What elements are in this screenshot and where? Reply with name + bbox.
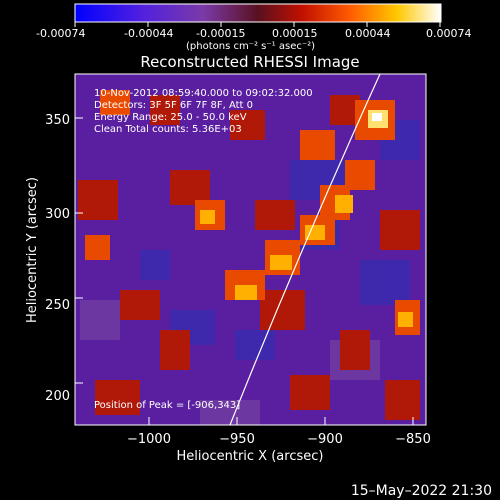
info-line-time: 10-Nov-2012 08:59:40.000 to 09:02:32.000	[94, 88, 313, 99]
colorbar: -0.00074 -0.00044 -0.00015 0.00015 0.000…	[36, 3, 472, 52]
y-axis-title: Heliocentric Y (arcsec)	[25, 177, 40, 323]
plot-title: Reconstructed RHESSI Image	[140, 53, 359, 71]
colorbar-tick-label: 0.00074	[426, 27, 472, 40]
y-tick-label: 250	[45, 298, 70, 313]
y-tick-label: 350	[45, 113, 70, 128]
plot-frame	[74, 73, 427, 426]
colorbar-tick-label: -0.00074	[36, 27, 85, 40]
colorbar-gradient	[74, 3, 442, 23]
peak-position-label: Position of Peak = [-906,343]	[94, 400, 240, 411]
rhessi-image	[75, 74, 426, 425]
x-tick-label: −1000	[127, 432, 171, 447]
info-line-energy: Energy Range: 25.0 - 50.0 keV	[94, 112, 247, 123]
colorbar-tick-label: 0.00044	[345, 27, 391, 40]
colorbar-units: (photons cm⁻² s⁻¹ asec⁻²)	[186, 41, 315, 52]
colorbar-tick-label: -0.00044	[124, 27, 173, 40]
render-timestamp: 15–May–2022 21:30	[351, 483, 492, 499]
info-annotation: 10-Nov-2012 08:59:40.000 to 09:02:32.000…	[94, 88, 313, 135]
y-tick-label: 300	[45, 207, 70, 222]
y-tick-label: 200	[45, 389, 70, 404]
info-line-clean: Clean Total counts: 5.36E+03	[94, 124, 242, 135]
x-tick-label: −900	[307, 432, 343, 447]
info-line-detectors: Detectors: 3F 5F 6F 7F 8F, Att 0	[94, 100, 253, 111]
x-tick-label: −850	[395, 432, 431, 447]
colorbar-tick-label: 0.00015	[272, 27, 318, 40]
x-tick-label: −950	[219, 432, 255, 447]
colorbar-tick-label: -0.00015	[196, 27, 245, 40]
x-axis-title: Heliocentric X (arcsec)	[177, 449, 324, 464]
